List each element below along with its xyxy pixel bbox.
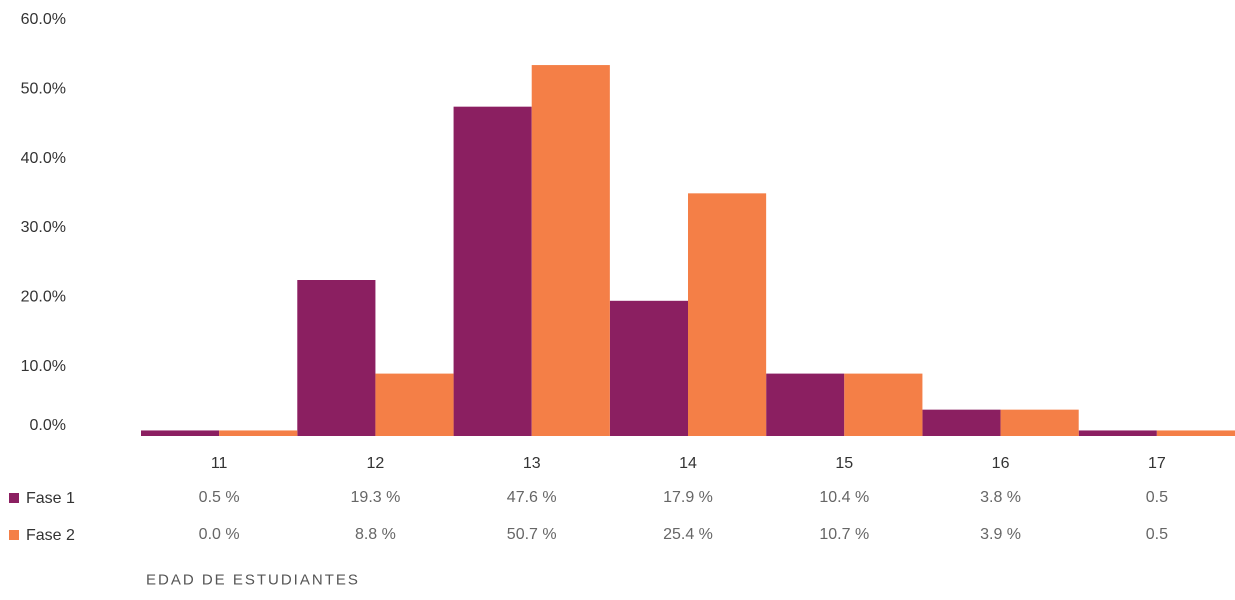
x-category-label: 11: [211, 455, 228, 472]
bar-fase-2-14: [688, 193, 767, 436]
x-category-label: 15: [835, 455, 853, 472]
data-table-cell: 0.5: [1146, 526, 1168, 543]
data-table-cell: 25.4 %: [663, 526, 713, 543]
bar-fase-1-14: [609, 300, 688, 436]
data-table-cell: 17.9 %: [663, 489, 713, 506]
data-table-cell: 19.3 %: [351, 489, 401, 506]
bar-fase-1-15: [766, 373, 845, 436]
data-table-cell: 0.5 %: [199, 489, 240, 506]
data-table-cell: 10.7 %: [819, 526, 869, 543]
bar-fase-2-12: [375, 373, 454, 436]
legend-label: Fase 2: [26, 527, 75, 544]
data-table-cell: 3.8 %: [980, 489, 1021, 506]
legend-swatch-fase-2: [9, 530, 19, 540]
bar-fase-1-17: [1078, 430, 1157, 436]
bar-fase-2-11: [219, 430, 298, 436]
x-category-label: 17: [1148, 455, 1166, 472]
x-category-label: 12: [367, 455, 385, 472]
data-table-cell: 50.7 %: [507, 526, 557, 543]
x-category-label: 16: [992, 455, 1010, 472]
legend-swatch-fase-1: [9, 493, 19, 503]
bar-fase-1-13: [453, 106, 532, 437]
y-tick-label: 10.0%: [21, 358, 66, 375]
bar-fase-1-12: [297, 280, 376, 436]
data-table-cell: 47.6 %: [507, 489, 557, 506]
bar-fase-2-13: [531, 65, 610, 437]
x-category-label: 14: [679, 455, 697, 472]
data-table-cell: 10.4 %: [819, 489, 869, 506]
y-tick-label: 0.0%: [30, 417, 66, 434]
data-table-cell: 8.8 %: [355, 526, 396, 543]
bar-fase-1-16: [922, 409, 1001, 436]
legend-label: Fase 1: [26, 490, 75, 507]
data-table-cell: 0.5: [1146, 489, 1168, 506]
y-tick-label: 20.0%: [21, 289, 66, 306]
y-tick-label: 60.0%: [21, 11, 66, 28]
y-tick-label: 40.0%: [21, 150, 66, 167]
bar-fase-1-11: [141, 430, 220, 436]
bar-fase-2-17: [1156, 430, 1235, 436]
y-tick-label: 30.0%: [21, 219, 66, 236]
x-category-label: 13: [523, 455, 541, 472]
data-table-cell: 3.9 %: [980, 526, 1021, 543]
data-table-cell: 0.0 %: [199, 526, 240, 543]
y-tick-label: 50.0%: [21, 81, 66, 98]
bar-fase-2-15: [844, 373, 923, 436]
x-axis-title: EDAD DE ESTUDIANTES: [146, 571, 360, 589]
bar-fase-2-16: [1000, 409, 1079, 436]
